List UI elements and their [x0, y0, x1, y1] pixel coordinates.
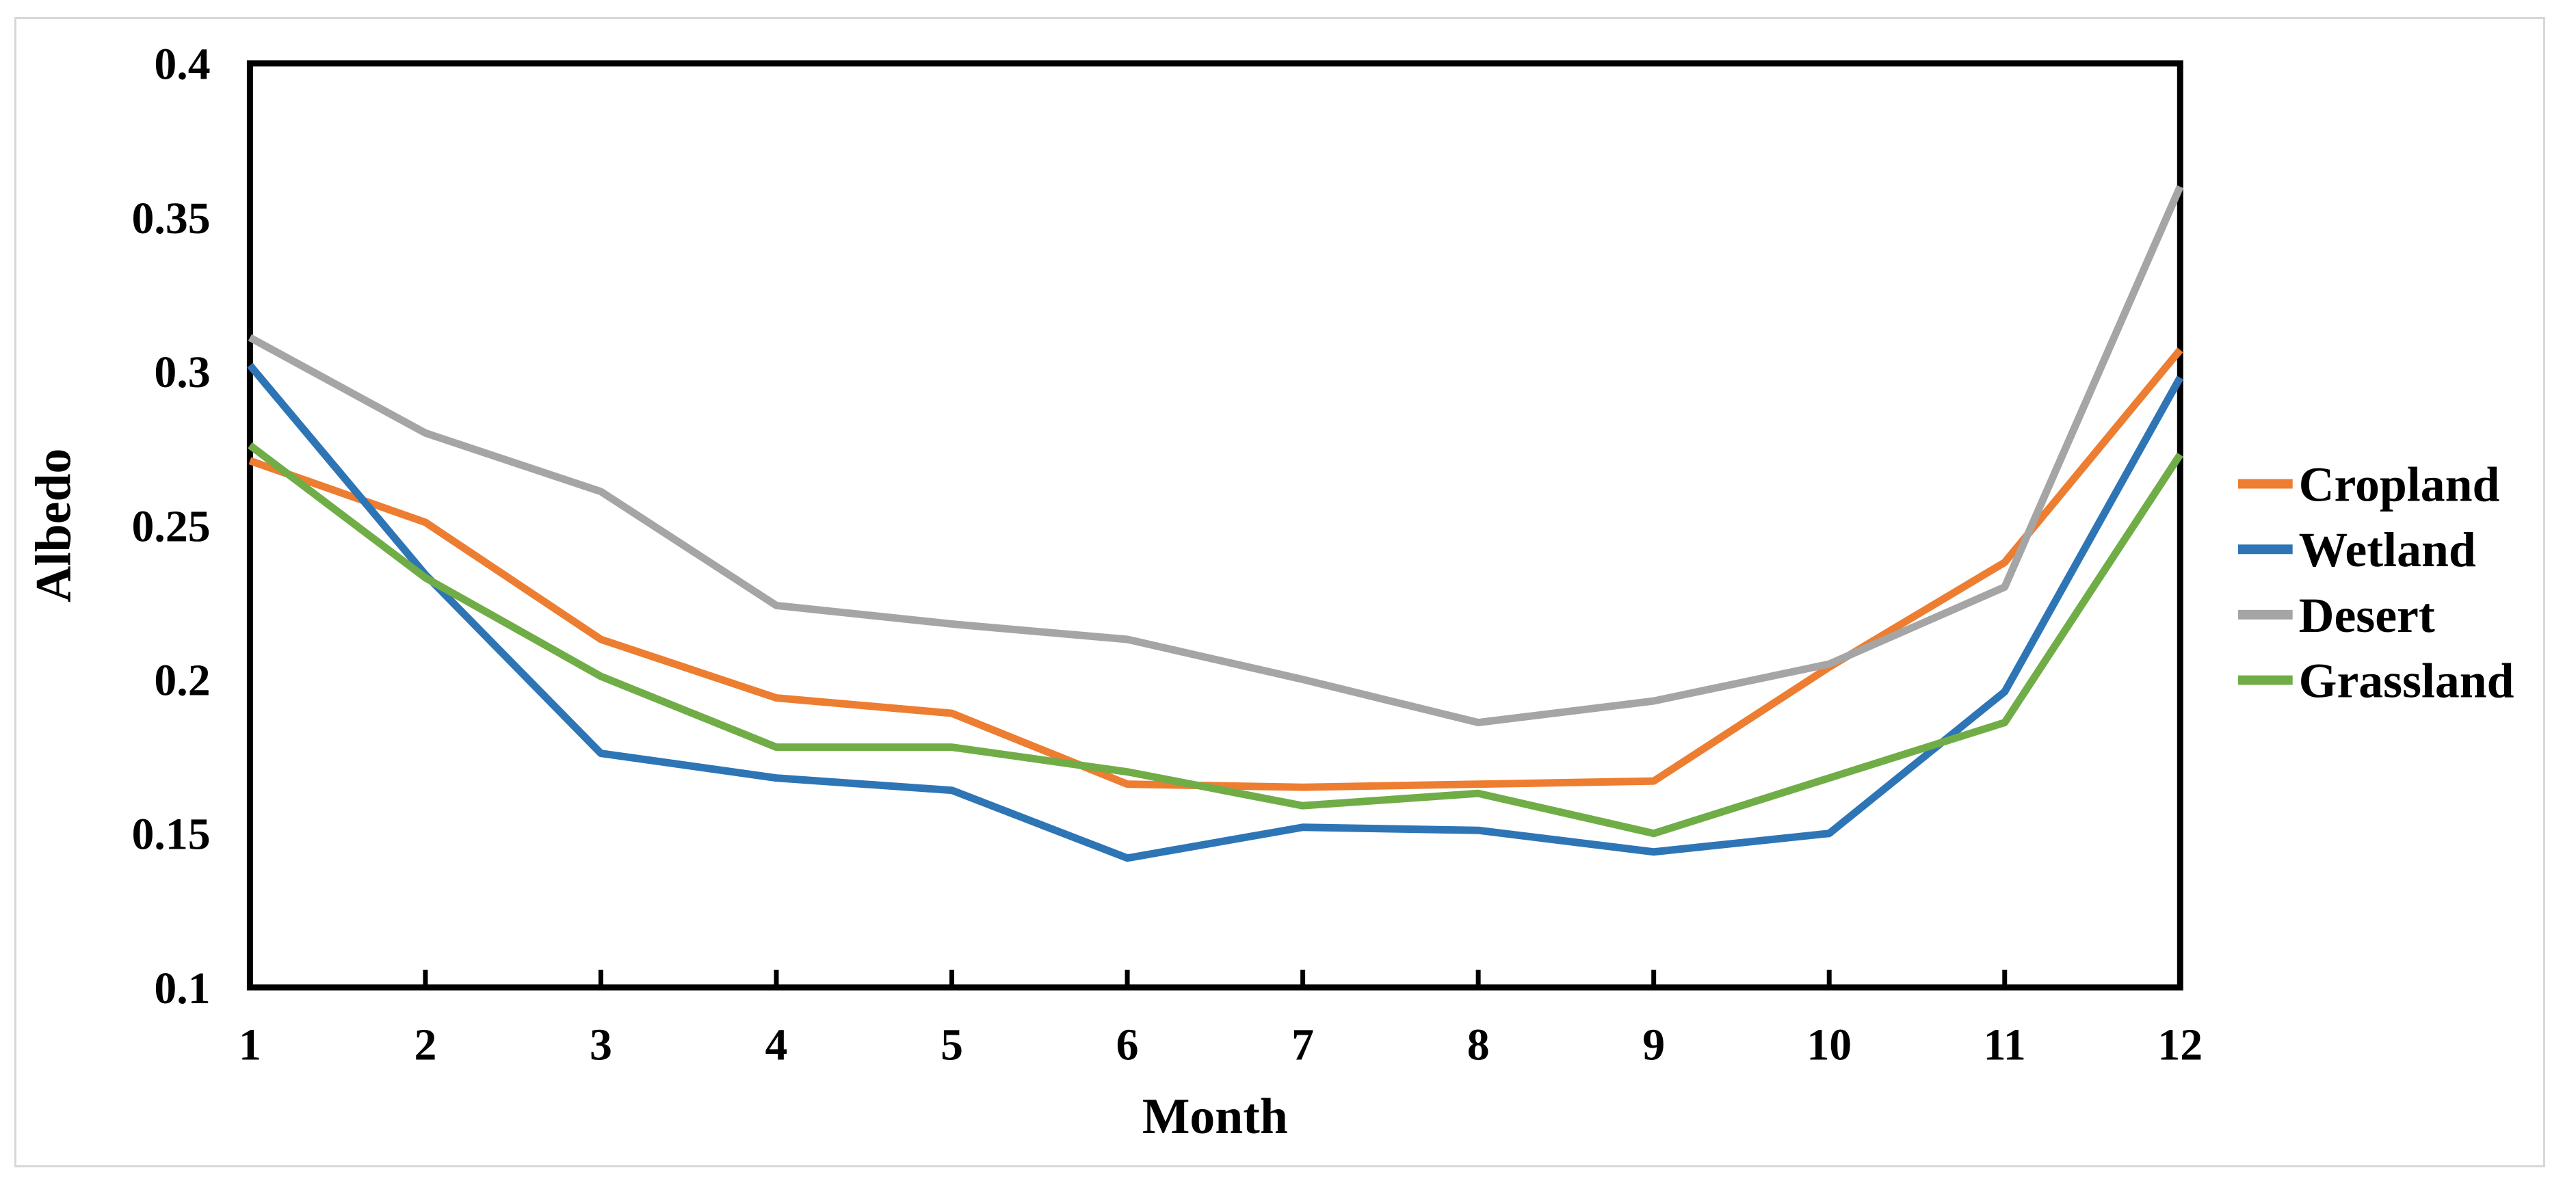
albedo-line-chart: 0.40.350.30.250.20.150.11 2 3 4 5 6 7 8 9 10 11 12M…: [25, 40, 2514, 1144]
x-axis-tick-label: 8: [1467, 1020, 1490, 1070]
series-line-grassland: [248, 442, 2183, 838]
y-axis-title: Albedo: [25, 449, 81, 602]
y-axis-tick-label: 0.1: [154, 964, 210, 1013]
plot-border: [246, 60, 2183, 991]
x-axis-tick-label: 7: [1291, 1020, 1314, 1070]
series-line-wetland: [247, 362, 2184, 862]
legend-label-wetland: Wetland: [2299, 522, 2476, 577]
x-axis-tick-label: 6: [1116, 1020, 1139, 1070]
x-axis-tick-label: 4: [765, 1020, 788, 1070]
series-line-cropland: [248, 347, 2183, 791]
x-axis-title: Month: [1142, 1088, 1288, 1144]
y-axis-tick-label: 0.3: [154, 347, 210, 397]
x-axis-tick-label: 11: [1984, 1020, 2026, 1070]
y-axis-tick-label: 0.4: [154, 40, 210, 90]
x-axis-tick-label: 1: [239, 1020, 261, 1070]
y-axis-tick-label: 0.35: [132, 194, 211, 243]
series-line-desert: [248, 185, 2184, 727]
x-axis-tick-label: 2: [414, 1020, 436, 1070]
y-axis-tick-label: 0.2: [154, 655, 210, 705]
x-axis-tick-label: 5: [941, 1020, 963, 1070]
x-axis-tick-label: 10: [1806, 1020, 1852, 1070]
x-axis-tick-label: 3: [590, 1020, 612, 1070]
y-axis-tick-label: 0.15: [132, 810, 211, 860]
x-axis-tick-label: 12: [2157, 1020, 2203, 1070]
legend-label-desert: Desert: [2299, 588, 2435, 643]
y-axis-tick-label: 0.25: [132, 501, 211, 551]
legend-label-grassland: Grassland: [2299, 653, 2514, 708]
x-axis-tick-label: 9: [1642, 1020, 1665, 1070]
figure-frame: 0.4 0.35 0.3 0.25 0.2 0.15 0.1 1 2 3 4 5 6 7 8 9 10 11 12 M…: [14, 17, 2545, 1167]
legend-label-cropland: Cropland: [2299, 457, 2500, 512]
